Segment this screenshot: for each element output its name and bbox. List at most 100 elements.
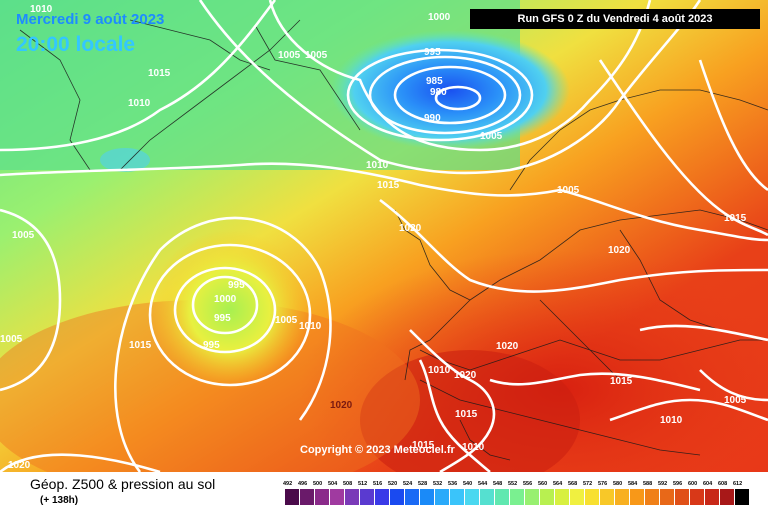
- scale-color-box: [735, 489, 749, 505]
- scale-tick-label: 572: [583, 481, 592, 487]
- isobar-label: 995: [214, 313, 231, 324]
- scale-color-box: [630, 489, 644, 505]
- weather-map: 1010 1000 1005 1005 995 1015 1010 985 98…: [0, 0, 768, 472]
- scale-tick-label: 580: [613, 481, 622, 487]
- scale-color-box: [675, 489, 689, 505]
- isobar-label: 1000: [428, 12, 451, 23]
- scale-tick-label: 592: [658, 481, 667, 487]
- isobar-label: 1005: [557, 185, 580, 196]
- hot-zone-iberia: [360, 350, 580, 472]
- scale-tick-label: 528: [418, 481, 427, 487]
- scale-tick-label: 520: [388, 481, 397, 487]
- isobar-label: 1005: [480, 131, 503, 142]
- scale-color-box: [570, 489, 584, 505]
- scale-color-box: [435, 489, 449, 505]
- scale-color-box: [525, 489, 539, 505]
- scale-color-box: [720, 489, 734, 505]
- scale-color-box: [645, 489, 659, 505]
- isobar-label: 1020: [330, 400, 353, 411]
- isobar-label: 1015: [129, 340, 152, 351]
- scale-color-box: [345, 489, 359, 505]
- scale-tick-label: 524: [403, 481, 413, 487]
- isobar-label: 1010: [660, 415, 683, 426]
- isobar-label: 1020: [8, 460, 31, 471]
- isobar-label: 1020: [399, 223, 422, 234]
- isobars: [0, 0, 507, 152]
- isobar-label: 1005: [724, 395, 747, 406]
- scale-color-box: [375, 489, 389, 505]
- scale-color-box: [495, 489, 509, 505]
- scale-tick-label: 508: [343, 481, 352, 487]
- isobar-label: 1015: [610, 376, 633, 387]
- isobar-label: 1010: [366, 160, 389, 171]
- isobar-label: 1005: [278, 50, 301, 61]
- forecast-date: Mercredi 9 août 2023: [16, 11, 165, 28]
- scale-tick-label: 496: [298, 481, 307, 487]
- scale-color-box: [315, 489, 329, 505]
- scale-color-box: [555, 489, 569, 505]
- isobar-label: 995: [228, 280, 245, 291]
- footer-title: Géop. Z500 & pression au sol: [30, 476, 216, 492]
- isobar-label: 995: [203, 340, 220, 351]
- forecast-time: 20:00 locale: [16, 33, 136, 56]
- scale-color-box: [705, 489, 719, 505]
- isobar-label: 1010: [462, 442, 485, 453]
- scale-boxes: [285, 489, 749, 505]
- scale-color-box: [585, 489, 599, 505]
- scale-color-box: [465, 489, 479, 505]
- scale-tick-label: 584: [628, 481, 638, 487]
- scale-tick-label: 608: [718, 481, 727, 487]
- isobar-label: 1010: [128, 98, 151, 109]
- scale-color-box: [330, 489, 344, 505]
- isobar-label: 990: [424, 113, 441, 124]
- isobar-label: 1015: [412, 440, 435, 451]
- isobar-label: 1020: [454, 370, 477, 381]
- isobar-label: 1010: [30, 4, 53, 15]
- isobar-label: 980: [430, 87, 447, 98]
- isobar-label: 1005: [12, 230, 35, 241]
- scale-color-box: [480, 489, 494, 505]
- scale-tick-label: 548: [493, 481, 502, 487]
- scale-color-box: [690, 489, 704, 505]
- isobar-label: 1020: [608, 245, 631, 256]
- isobar-label: 1015: [724, 213, 747, 224]
- scale-tick-label: 588: [643, 481, 652, 487]
- greenland-blue-spot: [100, 148, 150, 172]
- scale-color-box: [540, 489, 554, 505]
- scale-color-box: [300, 489, 314, 505]
- isobar-labels: 1010 1000 1005 1005 995 1015 1010 985 98…: [0, 4, 747, 471]
- scale-color-box: [660, 489, 674, 505]
- scale-tick-label: 504: [328, 481, 338, 487]
- copyright: Copyright © 2023 Meteociel.fr: [300, 444, 455, 456]
- scale-tick-label: 544: [478, 481, 488, 487]
- isobar-label: 1010: [299, 321, 322, 332]
- isobar-label: 1005: [275, 315, 298, 326]
- isobar-label: 985: [426, 76, 443, 87]
- scale-tick-label: 492: [283, 481, 292, 487]
- scale-color-box: [615, 489, 629, 505]
- scale-tick-label: 500: [313, 481, 322, 487]
- color-scale-legend: 492 496 500 504 508 512 516 520 524 528 532 536 540 5…: [283, 481, 749, 505]
- scale-tick-label: 540: [463, 481, 472, 487]
- isobar-label: 1000: [214, 294, 237, 305]
- isobar-label: 1005: [305, 50, 328, 61]
- scale-tick-label: 564: [553, 481, 563, 487]
- scale-color-box: [420, 489, 434, 505]
- footer-subtitle: (+ 138h): [40, 495, 79, 506]
- scale-tick-label: 576: [598, 481, 607, 487]
- scale-tick-label: 516: [373, 481, 382, 487]
- low-pressure-atlantic: [150, 230, 310, 390]
- scale-color-box: [360, 489, 374, 505]
- isobar-label: 1015: [455, 409, 478, 420]
- scale-color-box: [285, 489, 299, 505]
- isobar-label: 1010: [428, 365, 451, 376]
- isobar-label: 1015: [148, 68, 171, 79]
- scale-tick-label: 512: [358, 481, 367, 487]
- scale-color-box: [405, 489, 419, 505]
- isobar-label: 1015: [377, 180, 400, 191]
- isobar-label: 1020: [496, 341, 519, 352]
- scale-tick-label: 604: [703, 481, 713, 487]
- scale-color-box: [510, 489, 524, 505]
- scale-tick-label: 596: [673, 481, 682, 487]
